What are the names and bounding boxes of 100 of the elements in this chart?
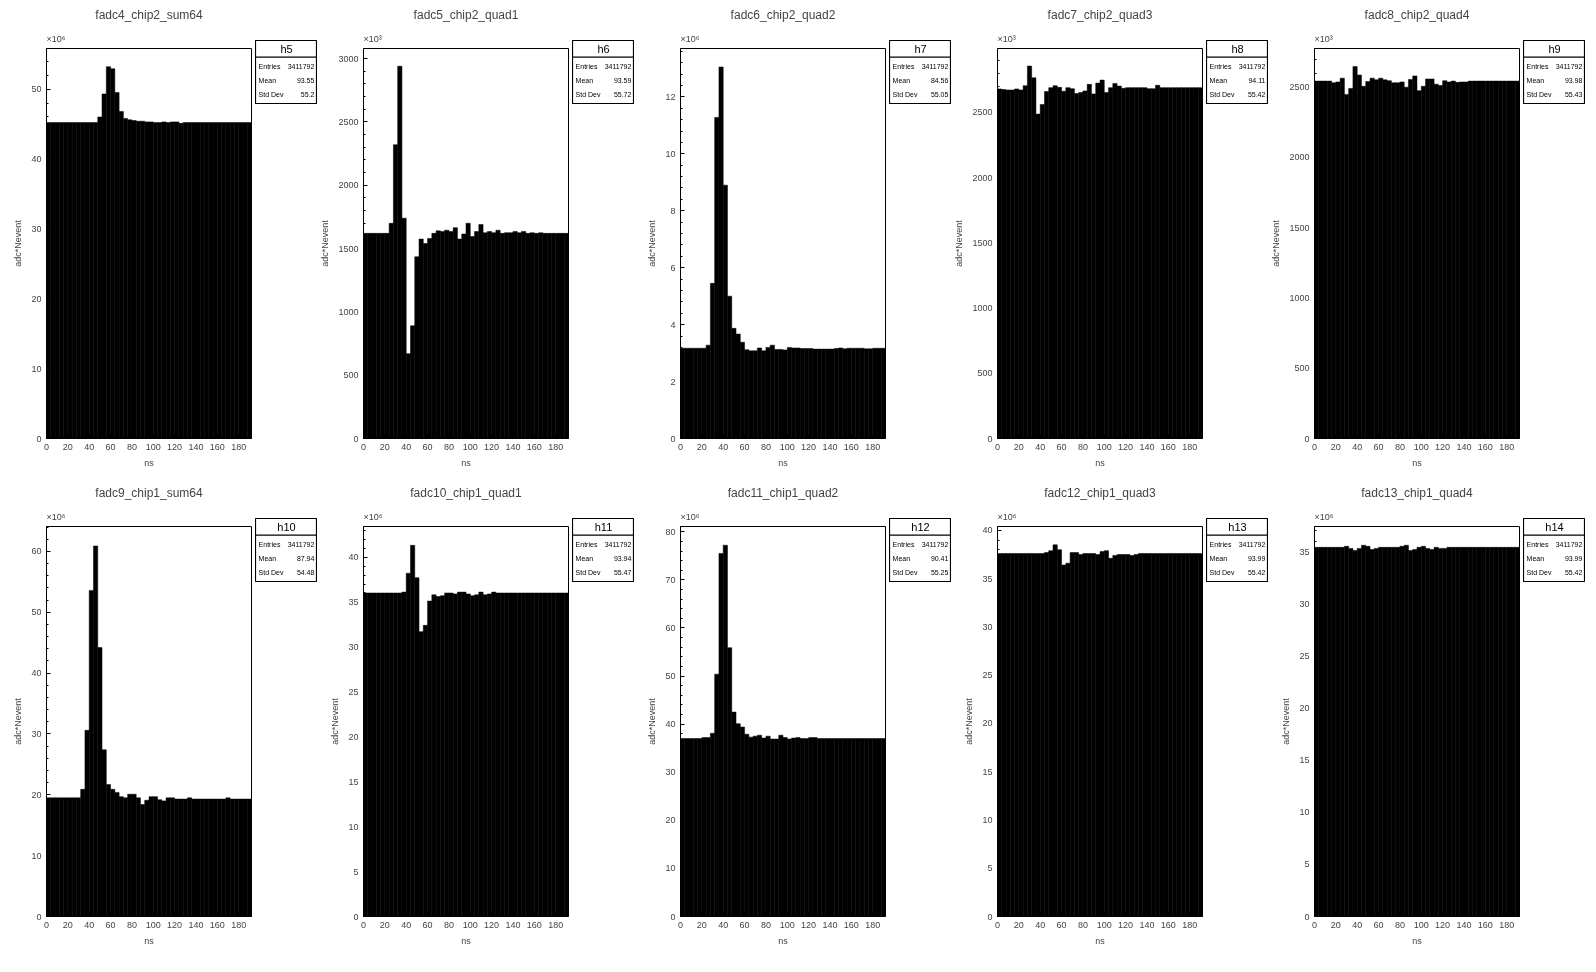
x-tick-label: 160 xyxy=(209,919,225,930)
y-tick-label: 0 xyxy=(36,911,42,922)
text: h8 xyxy=(1231,42,1244,55)
x-tick-label: 20 xyxy=(379,919,390,930)
text: h11 xyxy=(594,520,613,533)
y-tick-label: 25 xyxy=(1299,650,1310,661)
x-tick-label: 180 xyxy=(865,441,881,452)
x-tick-label: 120 xyxy=(801,919,817,930)
x-tick-label: 180 xyxy=(1499,441,1515,452)
y-tick-label: 25 xyxy=(348,686,359,697)
x-tick-label: 20 xyxy=(1013,441,1024,452)
x-tick-label: 100 xyxy=(1413,441,1429,452)
x-tick-label: 0 xyxy=(1312,919,1318,930)
text: ×10⁶ xyxy=(997,511,1017,522)
x-axis-title: ns xyxy=(461,935,472,946)
text: h10 xyxy=(277,520,296,533)
x-tick-label: 140 xyxy=(1139,441,1155,452)
x-tick-label: 80 xyxy=(1394,441,1405,452)
y-tick-label: 50 xyxy=(665,671,676,682)
x-tick-label: 180 xyxy=(865,919,881,930)
x-axis-title: ns xyxy=(461,457,472,468)
y-tick-label: 1000 xyxy=(1289,292,1310,303)
y-tick-label: 30 xyxy=(1299,598,1310,609)
y-tick-label: 35 xyxy=(1299,546,1310,557)
x-axis-title: ns xyxy=(144,457,155,468)
x-tick-label: 160 xyxy=(843,441,859,452)
x-tick-label: 60 xyxy=(1373,919,1384,930)
y-tick-label: 20 xyxy=(348,731,359,742)
x-tick-label: 160 xyxy=(1477,441,1493,452)
y-tick-label: 30 xyxy=(348,641,359,652)
x-tick-label: 140 xyxy=(188,441,204,452)
x-tick-label: 20 xyxy=(1330,919,1341,930)
y-tick-label: 0 xyxy=(987,433,993,444)
text: h14 xyxy=(1545,520,1564,533)
y-axis-title: adc*Nevent xyxy=(954,219,965,267)
x-tick-label: 80 xyxy=(126,441,137,452)
y-tick-label: 80 xyxy=(665,526,676,537)
x-tick-label: 120 xyxy=(801,441,817,452)
y-tick-label: 6 xyxy=(670,262,676,273)
y-tick-label: 2000 xyxy=(1289,152,1310,163)
x-tick-label: 100 xyxy=(145,919,161,930)
x-tick-label: 20 xyxy=(1013,919,1024,930)
x-tick-label: 20 xyxy=(62,919,73,930)
y-tick-label: 1000 xyxy=(972,303,993,314)
x-tick-label: 140 xyxy=(1456,919,1472,930)
y-tick-label: 40 xyxy=(982,525,993,536)
y-axis-title: adc*Nevent xyxy=(647,697,658,745)
x-tick-label: 180 xyxy=(231,441,247,452)
x-tick-label: 120 xyxy=(1118,919,1134,930)
y-tick-label: 35 xyxy=(348,596,359,607)
y-tick-label: 10 xyxy=(31,850,42,861)
x-tick-label: 100 xyxy=(462,919,478,930)
y-axis-title: adc*Nevent xyxy=(1281,697,1292,745)
x-tick-label: 100 xyxy=(145,441,161,452)
x-axis-title: ns xyxy=(1412,935,1423,946)
y-tick-label: 1500 xyxy=(338,243,359,254)
y-tick-label: 60 xyxy=(31,546,42,557)
x-tick-label: 140 xyxy=(1456,441,1472,452)
y-tick-label: 40 xyxy=(31,668,42,679)
x-tick-label: 40 xyxy=(1035,919,1046,930)
x-tick-label: 40 xyxy=(1352,441,1363,452)
x-tick-label: 140 xyxy=(505,441,521,452)
y-tick-label: 10 xyxy=(348,821,359,832)
x-tick-label: 180 xyxy=(548,919,564,930)
chart-title: fadc9_chip1_sum64 xyxy=(95,485,204,500)
y-tick-label: 40 xyxy=(31,153,42,164)
x-tick-label: 100 xyxy=(1096,919,1112,930)
y-tick-label: 1500 xyxy=(972,237,993,248)
text: ×10³ xyxy=(997,33,1016,44)
text: ×10⁶ xyxy=(680,33,700,44)
x-tick-label: 80 xyxy=(1077,919,1088,930)
y-tick-label: 0 xyxy=(1304,433,1310,444)
text: h9 xyxy=(1548,42,1561,55)
x-tick-label: 140 xyxy=(188,919,204,930)
x-tick-label: 160 xyxy=(1160,441,1176,452)
y-axis-title: adc*Nevent xyxy=(647,219,658,267)
y-tick-label: 30 xyxy=(665,767,676,778)
text: h7 xyxy=(914,42,927,55)
x-tick-label: 180 xyxy=(1182,919,1198,930)
y-tick-label: 500 xyxy=(977,368,993,379)
x-axis-title: ns xyxy=(1412,457,1423,468)
x-tick-label: 20 xyxy=(379,441,390,452)
y-tick-label: 0 xyxy=(670,433,676,444)
x-tick-label: 120 xyxy=(1435,919,1451,930)
y-tick-label: 70 xyxy=(665,574,676,585)
x-axis-title: ns xyxy=(778,457,789,468)
x-axis-title: ns xyxy=(778,935,789,946)
x-tick-label: 0 xyxy=(678,919,684,930)
chart-title: fadc5_chip2_quad1 xyxy=(413,7,519,22)
x-axis-title: ns xyxy=(1095,457,1106,468)
x-tick-label: 140 xyxy=(1139,919,1155,930)
x-tick-label: 0 xyxy=(995,441,1001,452)
y-axis-title: adc*Nevent xyxy=(320,219,331,267)
y-tick-label: 0 xyxy=(353,433,359,444)
x-tick-label: 160 xyxy=(1160,919,1176,930)
x-tick-label: 100 xyxy=(1096,441,1112,452)
y-tick-label: 12 xyxy=(665,91,676,102)
chart-title: fadc4_chip2_sum64 xyxy=(95,7,204,22)
y-tick-label: 60 xyxy=(665,622,676,633)
y-tick-label: 10 xyxy=(1299,807,1310,818)
